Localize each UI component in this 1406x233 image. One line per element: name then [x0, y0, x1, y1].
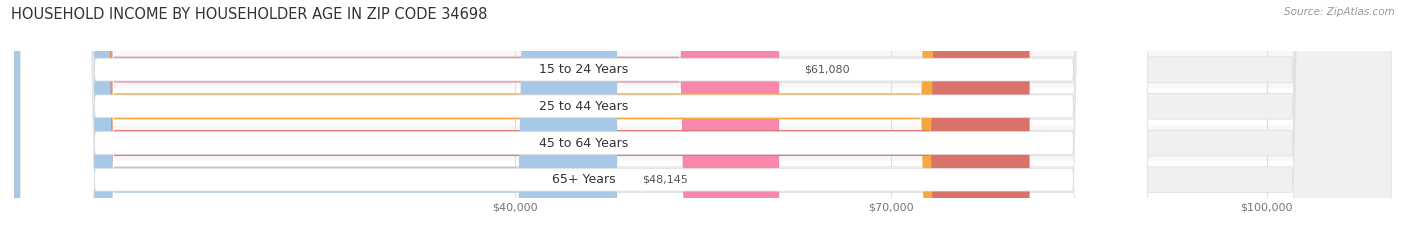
- Text: Source: ZipAtlas.com: Source: ZipAtlas.com: [1284, 7, 1395, 17]
- FancyBboxPatch shape: [14, 0, 1392, 233]
- FancyBboxPatch shape: [14, 0, 617, 233]
- FancyBboxPatch shape: [20, 0, 1147, 233]
- Bar: [14, 88, 1392, 125]
- Bar: [14, 161, 1392, 198]
- Text: $61,080: $61,080: [804, 65, 849, 75]
- Text: $81,073: $81,073: [959, 138, 1004, 148]
- Text: $48,145: $48,145: [643, 175, 688, 185]
- FancyBboxPatch shape: [20, 0, 1147, 233]
- FancyBboxPatch shape: [14, 0, 779, 233]
- FancyBboxPatch shape: [14, 0, 1392, 233]
- FancyBboxPatch shape: [14, 0, 1019, 233]
- Text: 45 to 64 Years: 45 to 64 Years: [540, 137, 628, 150]
- FancyBboxPatch shape: [14, 0, 1392, 233]
- FancyBboxPatch shape: [20, 0, 1147, 233]
- Text: $80,287: $80,287: [949, 101, 994, 111]
- FancyBboxPatch shape: [20, 0, 1147, 233]
- Bar: [14, 51, 1392, 88]
- Text: 65+ Years: 65+ Years: [553, 173, 616, 186]
- Text: 15 to 24 Years: 15 to 24 Years: [540, 63, 628, 76]
- Bar: [14, 125, 1392, 161]
- Text: 25 to 44 Years: 25 to 44 Years: [540, 100, 628, 113]
- Text: HOUSEHOLD INCOME BY HOUSEHOLDER AGE IN ZIP CODE 34698: HOUSEHOLD INCOME BY HOUSEHOLDER AGE IN Z…: [11, 7, 488, 22]
- FancyBboxPatch shape: [14, 0, 1029, 233]
- FancyBboxPatch shape: [14, 0, 1392, 233]
